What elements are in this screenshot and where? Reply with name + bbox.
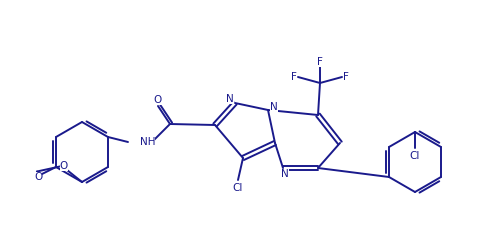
Text: N: N [281, 169, 289, 179]
Text: N: N [270, 102, 278, 112]
Text: O: O [154, 95, 162, 105]
Text: F: F [317, 57, 323, 67]
Text: F: F [343, 72, 349, 82]
Text: F: F [291, 72, 297, 82]
Text: O: O [60, 161, 68, 171]
Text: N: N [226, 94, 234, 104]
Text: NH: NH [140, 137, 155, 147]
Text: Cl: Cl [233, 183, 243, 193]
Text: Cl: Cl [410, 151, 420, 161]
Text: O: O [34, 172, 42, 182]
